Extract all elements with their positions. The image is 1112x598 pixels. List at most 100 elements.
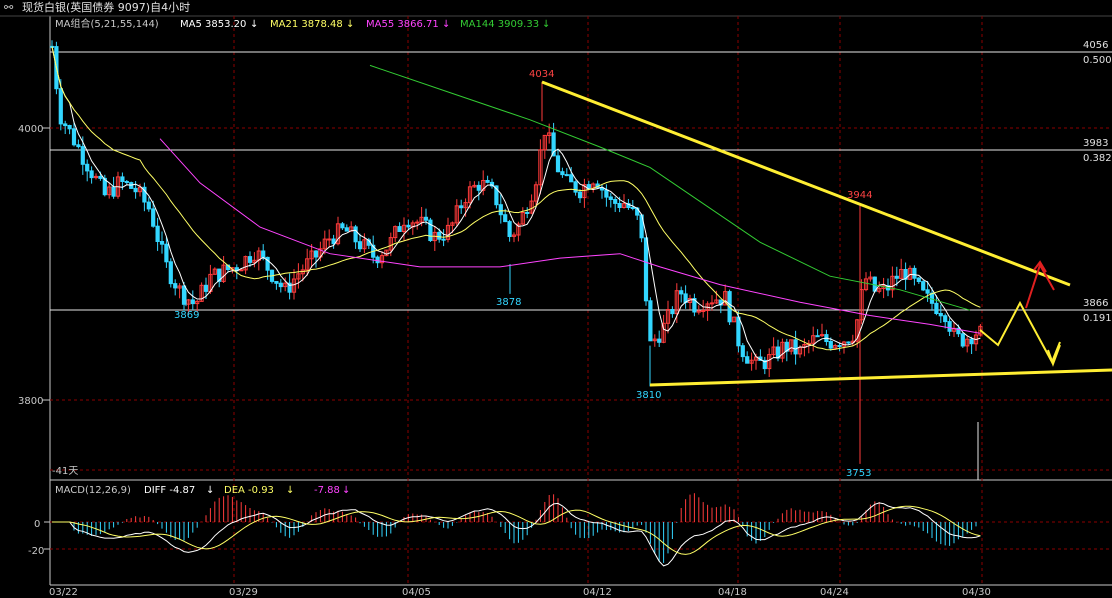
candle-body-193 (899, 269, 904, 279)
candle-body-206 (956, 327, 961, 335)
candle-body-85 (423, 216, 429, 221)
candle-body-177 (828, 341, 833, 349)
candle-body-79 (397, 226, 402, 233)
candle-body-106 (516, 223, 521, 236)
macd-dea-arrow: ↓ (286, 485, 294, 496)
x-label-0412: 04/12 (583, 587, 612, 598)
candle-body-28 (173, 283, 178, 289)
candle-body-209 (969, 338, 974, 345)
candles-layer (49, 40, 983, 480)
candle-body-63 (327, 238, 332, 241)
candle-body-110 (533, 184, 539, 202)
candle-body-166 (780, 341, 785, 359)
candle-body-29 (177, 285, 182, 289)
candle-body-89 (441, 238, 446, 241)
link-icon[interactable]: ⚯ (4, 1, 14, 14)
candle-body-164 (771, 346, 776, 356)
candle-body-84 (419, 216, 424, 223)
candle-body-12 (102, 177, 107, 196)
candle-body-10 (93, 175, 99, 179)
upper-trendline (541, 80, 1071, 287)
lower-trendline (649, 368, 1112, 387)
candle-body-69 (353, 226, 358, 243)
candle-body-146 (692, 298, 697, 313)
candle-body-90 (445, 224, 451, 240)
candle-body-97 (476, 184, 481, 191)
candle-body-59 (309, 250, 314, 260)
candle-body-55 (291, 278, 297, 293)
candle-body-157 (740, 345, 745, 358)
candle-body-52 (278, 282, 283, 288)
candle-body-148 (701, 310, 706, 312)
macd-diff-label: DIFF -4.87 (144, 485, 195, 496)
candle-body-77 (388, 237, 393, 251)
candle-body-198 (921, 281, 926, 291)
candle-body-32 (190, 299, 195, 305)
candle-body-162 (762, 359, 767, 370)
candle-body-112 (542, 134, 547, 151)
candle-body-17 (124, 181, 129, 183)
candle-body-153 (723, 291, 728, 306)
candle-body-56 (296, 273, 301, 280)
candle-body-208 (965, 338, 970, 347)
candle-body-132 (630, 207, 635, 209)
candle-body-95 (467, 186, 473, 204)
candle-body-86 (428, 219, 433, 242)
macd-layer (52, 493, 981, 567)
candle-body-64 (331, 238, 336, 245)
candle-body-101 (494, 185, 499, 206)
candle-body-51 (274, 281, 279, 284)
candle-body-127 (608, 196, 613, 200)
candle-body-130 (621, 203, 627, 209)
candle-body-121 (582, 184, 587, 199)
candle-body-207 (960, 333, 965, 347)
x-label-0418: 04/18 (718, 587, 747, 598)
price-label-4000: 4000 (18, 124, 43, 135)
candle-body-11 (98, 175, 103, 179)
candle-body-96 (472, 184, 477, 188)
candle-body-107 (520, 212, 525, 225)
candle-body-194 (903, 269, 908, 280)
candle-body-141 (670, 309, 675, 315)
candle-body-192 (894, 275, 899, 279)
candle-body-5 (71, 128, 77, 146)
candle-body-53 (283, 282, 288, 288)
candle-body-129 (617, 203, 622, 208)
x-label-0424: 04/24 (820, 587, 849, 598)
ma55-line (159, 138, 981, 334)
price-label-3800: 3800 (18, 396, 43, 407)
candle-body-191 (890, 275, 895, 291)
annotation-low-3878: 3878 (496, 297, 521, 308)
candle-body-88 (437, 231, 442, 240)
candle-body-48 (261, 250, 266, 258)
level-4056-fib: 0.500 (1083, 55, 1112, 66)
candle-body-200 (929, 292, 935, 304)
moving-averages-layer (51, 46, 981, 363)
candle-body-93 (459, 205, 464, 209)
candle-body-128 (613, 199, 618, 204)
candle-body-9 (89, 170, 94, 179)
candle-body-183 (855, 319, 860, 342)
candle-body-25 (159, 241, 165, 245)
candle-body-74 (375, 256, 380, 264)
candle-body-116 (560, 171, 565, 176)
candle-body-3 (63, 123, 68, 127)
candle-body-111 (538, 149, 543, 186)
candle-body-159 (749, 359, 754, 364)
title-bar (0, 0, 1112, 16)
candle-body-115 (555, 155, 561, 173)
candle-body-91 (450, 222, 455, 226)
level-4056-price: 4056 (1083, 40, 1108, 51)
candle-body-138 (657, 338, 662, 343)
chart-title: 现货白银(英国债券 9097)自4小时 (22, 0, 190, 14)
candle-body-139 (661, 322, 666, 343)
annotation-low-3753: 3753 (846, 468, 871, 479)
candle-body-44 (243, 256, 248, 271)
candle-body-186 (868, 276, 873, 280)
candle-body-43 (239, 269, 244, 272)
candle-body-188 (877, 288, 882, 292)
candle-body-142 (674, 290, 679, 315)
candle-body-19 (133, 187, 138, 193)
level-3866-fib: 0.191 (1083, 313, 1112, 324)
